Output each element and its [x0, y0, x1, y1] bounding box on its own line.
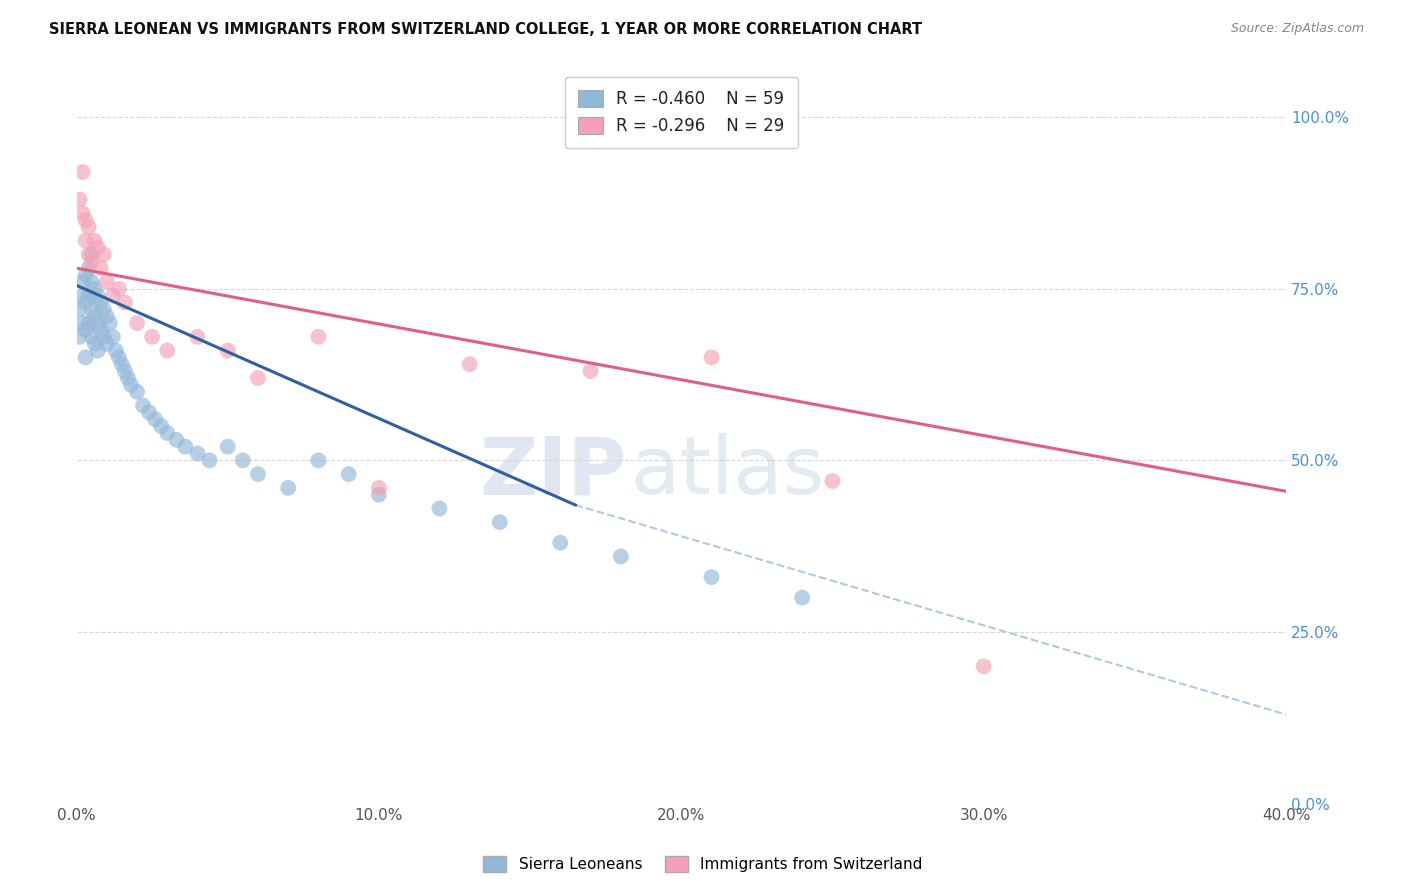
Point — [93, 330, 115, 344]
Point — [307, 453, 329, 467]
Point — [143, 412, 166, 426]
Legend: Sierra Leoneans, Immigrants from Switzerland: Sierra Leoneans, Immigrants from Switzer… — [475, 848, 931, 880]
Point — [83, 282, 105, 296]
Point — [77, 219, 100, 234]
Point — [117, 371, 139, 385]
Point — [217, 343, 239, 358]
Point — [610, 549, 633, 564]
Point — [429, 501, 451, 516]
Point — [75, 295, 97, 310]
Point — [96, 336, 118, 351]
Point — [125, 384, 148, 399]
Point — [367, 488, 389, 502]
Point — [821, 474, 844, 488]
Point — [87, 343, 110, 358]
Point — [246, 371, 269, 385]
Point — [77, 261, 100, 276]
Point — [579, 364, 602, 378]
Point — [104, 343, 127, 358]
Point — [69, 330, 91, 344]
Point — [83, 336, 105, 351]
Point — [489, 515, 512, 529]
Point — [90, 261, 112, 276]
Point — [69, 302, 91, 317]
Point — [114, 295, 136, 310]
Point — [700, 351, 723, 365]
Point — [72, 275, 94, 289]
Legend: R = -0.460    N = 59, R = -0.296    N = 29: R = -0.460 N = 59, R = -0.296 N = 29 — [565, 77, 797, 148]
Text: atlas: atlas — [630, 433, 825, 511]
Point — [77, 316, 100, 330]
Point — [138, 405, 160, 419]
Point — [337, 467, 360, 482]
Point — [246, 467, 269, 482]
Point — [150, 419, 173, 434]
Point — [198, 453, 221, 467]
Point — [87, 241, 110, 255]
Point — [96, 275, 118, 289]
Point — [792, 591, 814, 605]
Point — [75, 323, 97, 337]
Point — [75, 213, 97, 227]
Point — [458, 357, 481, 371]
Point — [277, 481, 299, 495]
Point — [77, 247, 100, 261]
Point — [90, 295, 112, 310]
Y-axis label: College, 1 year or more: College, 1 year or more — [0, 345, 8, 541]
Point — [165, 433, 187, 447]
Point — [141, 330, 163, 344]
Point — [108, 351, 131, 365]
Point — [186, 330, 208, 344]
Point — [80, 254, 103, 268]
Point — [111, 357, 134, 371]
Point — [217, 440, 239, 454]
Point — [87, 288, 110, 302]
Point — [101, 330, 124, 344]
Point — [75, 234, 97, 248]
Point — [75, 268, 97, 282]
Point — [101, 288, 124, 302]
Point — [174, 440, 197, 454]
Point — [98, 316, 121, 330]
Point — [75, 351, 97, 365]
Point — [72, 288, 94, 302]
Text: Source: ZipAtlas.com: Source: ZipAtlas.com — [1230, 22, 1364, 36]
Point — [80, 247, 103, 261]
Point — [367, 481, 389, 495]
Point — [96, 310, 118, 324]
Point — [83, 234, 105, 248]
Point — [93, 302, 115, 317]
Text: SIERRA LEONEAN VS IMMIGRANTS FROM SWITZERLAND COLLEGE, 1 YEAR OR MORE CORRELATIO: SIERRA LEONEAN VS IMMIGRANTS FROM SWITZE… — [49, 22, 922, 37]
Point — [93, 247, 115, 261]
Point — [80, 275, 103, 289]
Point — [90, 323, 112, 337]
Text: ZIP: ZIP — [479, 433, 627, 511]
Point — [80, 302, 103, 317]
Point — [156, 425, 179, 440]
Point — [307, 330, 329, 344]
Point — [186, 446, 208, 460]
Point — [550, 535, 572, 549]
Point — [114, 364, 136, 378]
Point — [700, 570, 723, 584]
Point — [83, 310, 105, 324]
Point — [77, 288, 100, 302]
Point — [72, 316, 94, 330]
Point — [125, 316, 148, 330]
Point — [80, 330, 103, 344]
Point — [156, 343, 179, 358]
Point — [87, 316, 110, 330]
Point — [973, 659, 995, 673]
Point — [132, 399, 155, 413]
Point — [72, 206, 94, 220]
Point — [108, 282, 131, 296]
Point — [69, 193, 91, 207]
Point — [72, 165, 94, 179]
Point — [232, 453, 254, 467]
Point — [120, 377, 142, 392]
